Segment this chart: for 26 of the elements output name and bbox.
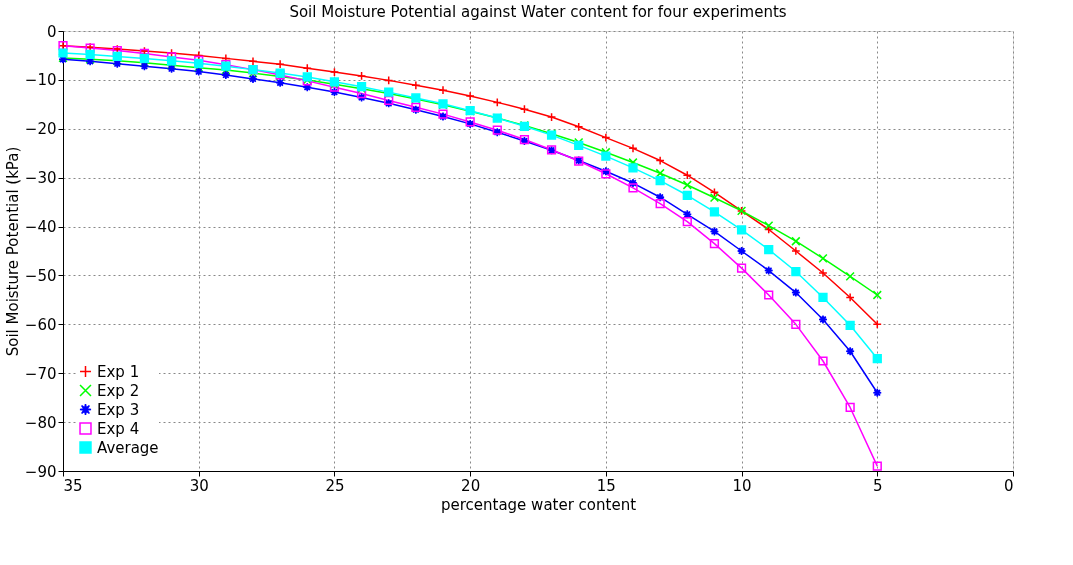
y-tick-label: −10 — [24, 71, 57, 90]
y-tick-label: −50 — [24, 266, 57, 285]
y-tick-label: −30 — [24, 169, 57, 188]
x-tick-label: 35 — [63, 476, 83, 495]
legend-label: Exp 1 — [97, 362, 140, 381]
y-tick-label: −60 — [24, 315, 57, 334]
legend-label: Exp 4 — [97, 419, 140, 438]
x-tick-label: 0 — [1003, 476, 1014, 495]
x-tick-label: 25 — [325, 476, 345, 495]
x-tick-label: 15 — [596, 476, 616, 495]
y-tick-label: 0 — [46, 22, 57, 41]
x-tick-label: 20 — [461, 476, 481, 495]
y-tick-label: −90 — [24, 462, 57, 481]
legend-label: Average — [97, 438, 159, 457]
x-tick-label: 30 — [189, 476, 209, 495]
y-axis-title: Soil Moisture Potential (kPa) — [3, 146, 22, 357]
y-tick-label: −20 — [24, 120, 57, 139]
x-axis-title: percentage water content — [440, 495, 637, 514]
legend-label: Exp 3 — [97, 400, 140, 419]
y-tick-label: −80 — [24, 413, 57, 432]
y-tick-label: −40 — [24, 218, 57, 237]
y-tick-label: −70 — [24, 364, 57, 383]
chart-title: Soil Moisture Potential against Water content for four experiments — [289, 3, 787, 21]
x-tick-label: 10 — [732, 476, 752, 495]
x-tick-label: 5 — [873, 476, 883, 495]
legend-label: Exp 2 — [97, 381, 140, 400]
